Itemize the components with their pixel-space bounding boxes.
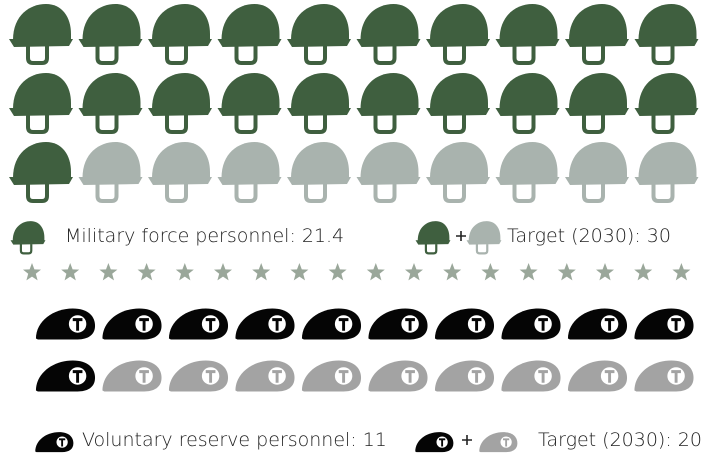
helmet-icon — [286, 140, 352, 203]
target-text: Target (2030): — [538, 429, 672, 451]
helmet-icon — [355, 71, 422, 134]
helmet-icon — [216, 2, 283, 65]
beret-icon — [300, 359, 362, 393]
helmet-icon — [8, 71, 74, 134]
beret-icon — [633, 307, 695, 341]
helmet-icon — [355, 140, 422, 203]
star — [23, 263, 41, 281]
star — [137, 263, 156, 281]
target-label: Target (2030): 20 — [538, 429, 702, 451]
target-value: 30 — [647, 225, 671, 247]
helmet-icon — [494, 71, 561, 134]
legend-text: Voluntary reserve personnel: — [82, 429, 357, 451]
beret-icon — [478, 431, 518, 453]
star — [366, 263, 385, 281]
star — [99, 263, 118, 281]
beret-icon — [101, 307, 163, 341]
beret-icon — [500, 307, 562, 341]
beret-icon — [500, 359, 562, 393]
beret-icon — [34, 307, 96, 341]
target-value: 20 — [678, 429, 702, 451]
beret-icon — [167, 359, 229, 393]
star — [519, 263, 538, 281]
helmet-icon — [415, 220, 451, 255]
legend-value: 21.4 — [302, 225, 344, 247]
beret-icon — [167, 307, 229, 341]
star — [596, 263, 614, 281]
star — [481, 263, 500, 281]
legend-label: Voluntary reserve personnel: 11 — [82, 429, 387, 451]
beret-icon — [433, 359, 495, 393]
beret-icon — [234, 359, 296, 393]
star — [252, 263, 271, 281]
helmet-icon — [494, 140, 561, 203]
helmet-icon — [216, 140, 283, 203]
target-text: Target (2030): — [507, 225, 641, 247]
helmet-icon — [564, 71, 630, 134]
helmet-icon — [77, 2, 144, 65]
helmet-icon — [494, 2, 561, 65]
helmet-icon — [286, 71, 352, 134]
legend-text: Military force personnel: — [65, 225, 296, 247]
helmet-icon — [8, 2, 74, 65]
star — [175, 263, 194, 281]
helmet-icon — [633, 71, 700, 134]
star — [557, 263, 576, 281]
helmet-icon — [147, 2, 213, 65]
star — [328, 263, 347, 281]
beret-icon — [34, 431, 74, 453]
star — [634, 263, 653, 281]
helmet-icon — [77, 140, 144, 203]
helmet-icon — [466, 220, 502, 255]
beret-icon — [300, 307, 362, 341]
helmet-icon — [564, 140, 630, 203]
helmet-icon — [425, 71, 491, 134]
beret-icon — [433, 307, 495, 341]
legend-label: Military force personnel: 21.4 — [65, 225, 344, 247]
legend-value: 11 — [363, 429, 387, 451]
star — [443, 263, 462, 281]
plus-sign — [456, 231, 466, 241]
beret-icon — [633, 359, 695, 393]
beret-icon — [234, 307, 296, 341]
star-divider — [23, 263, 691, 281]
helmet-icon — [216, 71, 283, 134]
helmet-icon — [425, 2, 491, 65]
helmet-icon — [564, 2, 630, 65]
target-label: Target (2030): 30 — [507, 225, 671, 247]
beret-icon — [566, 359, 628, 393]
beret-icon — [367, 307, 429, 341]
helmet-icon — [147, 140, 213, 203]
beret-icon — [34, 359, 96, 393]
star — [290, 263, 309, 281]
beret-icon — [101, 359, 163, 393]
beret-icon — [414, 431, 454, 453]
plus-sign — [462, 435, 472, 445]
beret-icon — [367, 359, 429, 393]
helmet-icon — [425, 140, 491, 203]
helmet-icon — [8, 140, 74, 203]
star — [672, 263, 691, 281]
helmet-icon — [10, 220, 46, 255]
star — [61, 263, 80, 281]
helmet-icon — [355, 2, 422, 65]
beret-icon — [566, 307, 628, 341]
helmet-icon — [147, 71, 213, 134]
star — [405, 263, 423, 281]
helmet-icon — [633, 140, 700, 203]
helmet-icon — [286, 2, 352, 65]
helmet-icon — [633, 2, 700, 65]
helmet-icon — [77, 71, 144, 134]
star — [214, 263, 232, 281]
